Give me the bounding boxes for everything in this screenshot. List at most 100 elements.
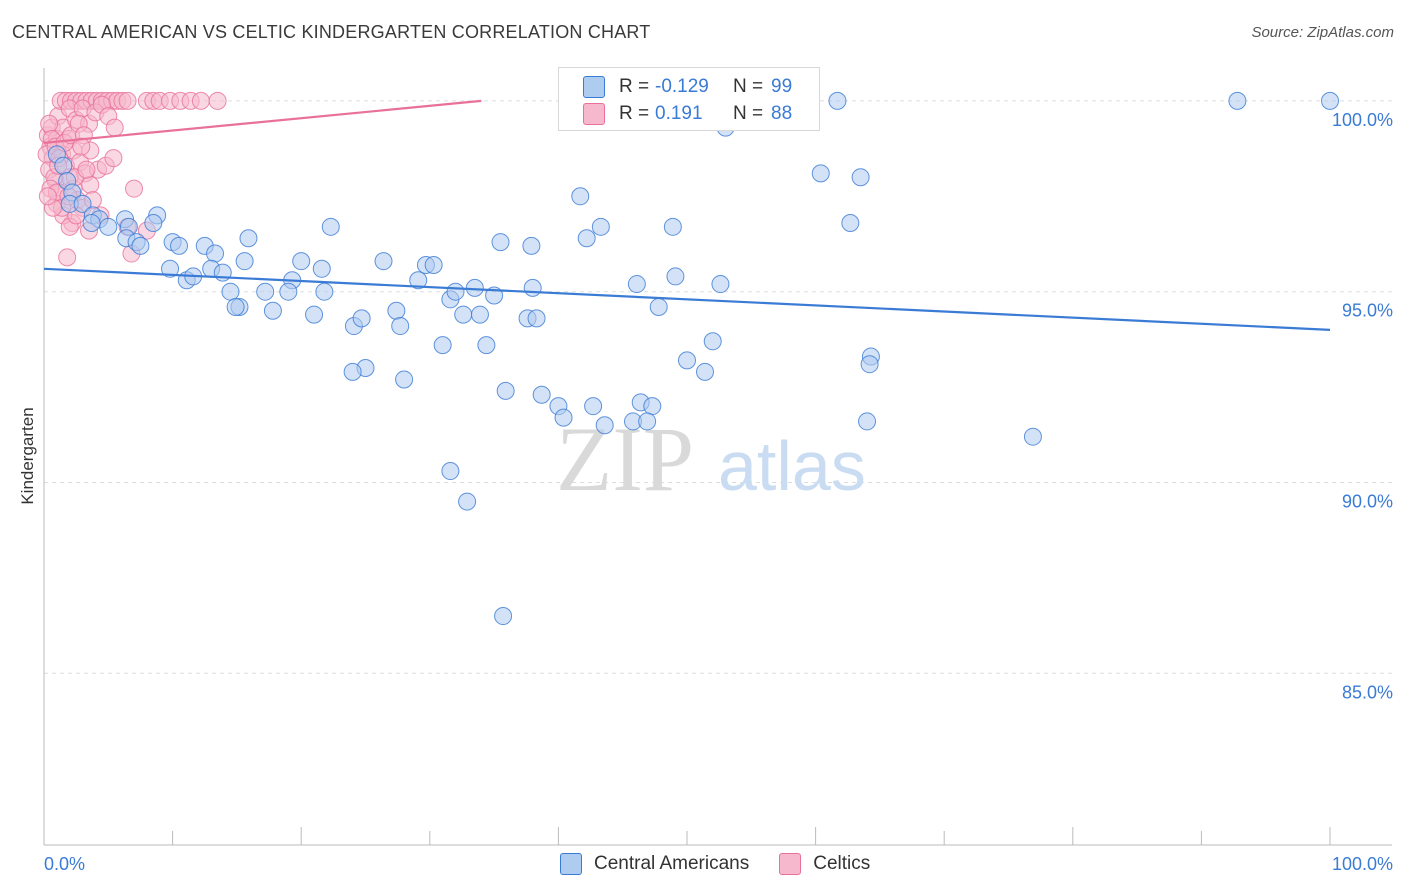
celtics-point (40, 114, 59, 133)
central-americans-point (315, 282, 334, 301)
central-americans-point (858, 412, 877, 431)
central-americans-point (591, 217, 610, 236)
central-americans-point (144, 214, 163, 233)
source-label: Source: ZipAtlas.com (1251, 24, 1394, 41)
central-americans-point (496, 381, 515, 400)
blue-swatch (560, 853, 582, 875)
central-americans-point (343, 362, 362, 381)
legend-label: Celtics (813, 853, 871, 874)
central-americans-point (595, 416, 614, 435)
central-americans-point (391, 317, 410, 336)
central-americans-point (711, 275, 730, 294)
central-americans-point (454, 305, 473, 324)
central-americans-point (239, 229, 258, 248)
central-americans-point (226, 297, 245, 316)
central-americans-point (305, 305, 324, 324)
central-americans-point (584, 397, 603, 416)
central-americans-point (446, 282, 465, 301)
celtics-point (38, 187, 57, 206)
celtics-point (77, 160, 96, 179)
trend-lines (43, 99, 1331, 331)
central-americans-point (387, 301, 406, 320)
central-americans-point (131, 236, 150, 255)
central-americans-point (409, 271, 428, 290)
grid-lines (44, 100, 1392, 674)
central-americans-point (523, 278, 542, 297)
pink-swatch (583, 103, 605, 125)
central-americans-point (860, 355, 879, 374)
celtics-point (104, 149, 123, 168)
central-americans-point (643, 397, 662, 416)
central-americans-point (206, 244, 225, 263)
celtics-point (81, 175, 100, 194)
central-americans-point (554, 408, 573, 427)
central-americans-point (54, 156, 73, 175)
central-americans-point (312, 259, 331, 278)
central-americans-point (577, 229, 596, 248)
stats-row-central-americans: R = -0.129 N = 99 (583, 74, 849, 100)
central-americans-point (395, 370, 414, 389)
central-americans-point (73, 194, 92, 213)
central-americans-point (811, 164, 830, 183)
central-americans-point (292, 252, 311, 271)
central-americans-point (678, 351, 696, 370)
pink-swatch (779, 853, 802, 875)
y-tick-label: 85.0% (1342, 682, 1393, 702)
central-americans-point (522, 236, 541, 255)
series-legend: Central Americans Celtics (560, 853, 900, 875)
central-americans-point (374, 252, 393, 271)
central-americans-point (1023, 427, 1042, 446)
r-value: 0.191 (655, 103, 703, 124)
central-americans-point (494, 607, 513, 626)
x-tick-label: 100.0% (1332, 854, 1393, 874)
central-americans-point (221, 282, 240, 301)
central-americans-point (235, 252, 254, 271)
central-americans-point (841, 214, 860, 233)
central-americans-point (696, 362, 715, 381)
legend-item-central-americans[interactable]: Central Americans (560, 853, 749, 875)
central-americans-point (279, 282, 298, 301)
celtics-point (58, 248, 77, 267)
central-americans-points (47, 91, 1339, 626)
n-value: 88 (771, 103, 793, 124)
central-americans-point (424, 255, 443, 274)
central-americans-point (458, 492, 477, 511)
central-americans-point (170, 236, 189, 255)
r-label: R = (619, 103, 650, 124)
central-americans-point (851, 168, 870, 187)
central-americans-point (663, 217, 682, 236)
central-americans-point (1321, 91, 1339, 110)
legend-item-celtics[interactable]: Celtics (779, 853, 870, 875)
central-americans-trend-line (43, 267, 1331, 331)
celtics-trend-line (43, 99, 482, 144)
central-americans-point (666, 267, 685, 286)
central-americans-point (352, 309, 371, 328)
y-axis-title: Kindergarten (18, 407, 37, 504)
legend-label: Central Americans (594, 853, 750, 874)
n-label: N = (733, 76, 764, 97)
central-americans-point (321, 217, 340, 236)
celtics-point (125, 179, 144, 198)
blue-swatch (583, 76, 605, 98)
celtics-point (191, 91, 210, 110)
celtics-point (105, 118, 124, 137)
stats-legend: R = -0.129 N = 99 R = 0.191 N = 88 (558, 67, 820, 131)
central-americans-point (527, 309, 546, 328)
axis-labels: 100.0% 95.0% 90.0% 85.0% 0.0% 100.0% (44, 110, 1393, 874)
central-americans-point (703, 332, 722, 351)
central-americans-point (470, 305, 489, 324)
chart-title: CENTRAL AMERICAN VS CELTIC KINDERGARTEN … (12, 22, 651, 42)
central-americans-point (627, 275, 646, 294)
central-americans-point (99, 217, 118, 236)
y-tick-label: 95.0% (1342, 301, 1393, 321)
r-label: R = (619, 76, 650, 97)
y-tick-label: 90.0% (1342, 491, 1393, 511)
celtics-point (208, 91, 227, 110)
central-americans-point (649, 297, 668, 316)
central-americans-point (532, 385, 551, 404)
celtics-point (118, 91, 137, 110)
y-tick-label: 100.0% (1332, 110, 1393, 130)
central-americans-point (828, 91, 847, 110)
x-tick-label: 0.0% (44, 854, 85, 874)
